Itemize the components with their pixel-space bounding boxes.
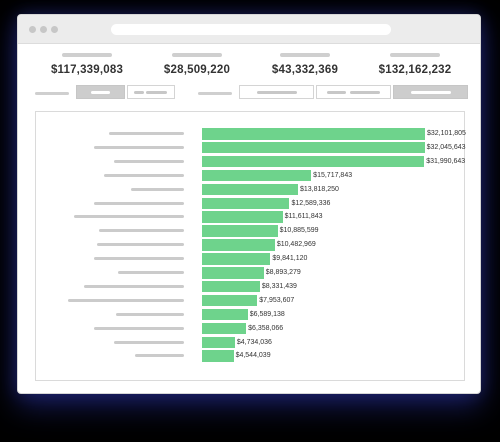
- segment-button-1[interactable]: [76, 85, 125, 99]
- stat-card-3: $43,332,369: [247, 53, 363, 76]
- chart-bar[interactable]: [202, 141, 425, 154]
- stat-title-placeholder: [280, 53, 330, 57]
- category-label-placeholder: [131, 187, 184, 191]
- minimize-window-icon[interactable]: [40, 26, 47, 33]
- segment-label-placeholder: [146, 91, 167, 94]
- stat-card-1: $117,339,083: [29, 53, 145, 76]
- bar-value-label: $6,358,066: [248, 324, 284, 332]
- chart-bar[interactable]: [202, 197, 290, 209]
- app-window: $117,339,083 $28,509,220 $43,332,369 $13…: [17, 14, 481, 394]
- segment-button-4[interactable]: [316, 85, 391, 99]
- category-label-placeholder: [118, 271, 184, 274]
- category-label-placeholder: [114, 159, 184, 163]
- segment-label-placeholder: [327, 91, 346, 94]
- bar-value-label: $8,331,439: [261, 282, 297, 290]
- bar-value-label: $7,953,607: [259, 296, 295, 304]
- chart-bar[interactable]: [202, 280, 260, 293]
- chart-bar[interactable]: [202, 128, 425, 140]
- segment-button-3[interactable]: [239, 85, 314, 99]
- chart-bar[interactable]: [202, 308, 248, 321]
- bar-value-label: $9,841,120: [272, 255, 308, 263]
- stat-card-2: $28,509,220: [139, 53, 255, 76]
- chart-bar[interactable]: [202, 183, 298, 196]
- category-label-placeholder: [99, 229, 184, 233]
- stat-title-placeholder: [62, 53, 112, 57]
- bar-value-label: $8,893,279: [265, 269, 301, 276]
- chart-bar[interactable]: [202, 336, 235, 348]
- stat-value: $28,509,220: [163, 64, 231, 76]
- stat-title-placeholder: [390, 53, 440, 57]
- bar-value-label: $12,589,336: [291, 199, 331, 207]
- segment-label-placeholder: [350, 91, 380, 94]
- segment-label-placeholder: [257, 91, 297, 94]
- bar-value-label: $4,734,036: [236, 338, 272, 346]
- filter-label-placeholder: [198, 92, 232, 95]
- chart-bar[interactable]: [202, 169, 312, 182]
- segment-label-placeholder: [134, 91, 144, 94]
- stat-value: $132,162,232: [378, 64, 452, 76]
- stat-value: $43,332,369: [271, 64, 339, 76]
- category-label-placeholder: [94, 326, 184, 330]
- segment-label-placeholder: [91, 91, 110, 94]
- chart-bar[interactable]: [202, 211, 283, 223]
- chart-bar[interactable]: [202, 294, 258, 307]
- filter-label-placeholder: [35, 92, 69, 95]
- category-label-placeholder: [84, 284, 184, 288]
- chart-bar[interactable]: [202, 322, 247, 335]
- category-label-placeholder: [68, 298, 184, 302]
- bar-value-label: $10,885,599: [279, 227, 319, 235]
- title-bar: [18, 15, 480, 44]
- category-label-placeholder: [94, 145, 184, 149]
- close-window-icon[interactable]: [29, 26, 36, 33]
- bar-value-label: $11,611,843: [284, 213, 323, 221]
- chart-bar[interactable]: [202, 253, 271, 265]
- bar-value-label: $13,818,250: [299, 185, 339, 193]
- bar-value-label: $4,544,039: [235, 352, 271, 360]
- bar-value-label: $32,101,805: [427, 130, 466, 137]
- category-label-placeholder: [94, 201, 184, 205]
- category-label-placeholder: [135, 354, 184, 358]
- category-label-placeholder: [97, 243, 184, 247]
- segment-button-5[interactable]: [393, 85, 468, 99]
- bar-value-label: $15,717,843: [313, 171, 353, 179]
- maximize-window-icon[interactable]: [51, 26, 58, 33]
- chart-bar[interactable]: [202, 155, 425, 168]
- bar-value-label: $6,589,138: [249, 310, 285, 318]
- category-label-placeholder: [114, 340, 184, 344]
- bar-value-label: $31,990,643: [426, 157, 466, 165]
- category-label-placeholder: [74, 215, 184, 219]
- segment-label-placeholder: [411, 91, 451, 94]
- chart-bar[interactable]: [202, 350, 234, 362]
- chart-bar[interactable]: [202, 239, 275, 251]
- stat-card-4: $132,162,232: [357, 53, 473, 76]
- bar-value-label: $32,045,643: [426, 143, 466, 151]
- segment-button-2[interactable]: [127, 85, 175, 99]
- address-bar[interactable]: [111, 24, 391, 35]
- bar-value-label: $10,482,969: [276, 241, 316, 249]
- bar-chart-panel: $32,101,805 $32,045,643 $31,990,643 $15,717…: [35, 111, 466, 381]
- category-label-placeholder: [104, 173, 184, 177]
- chart-bar[interactable]: [202, 225, 278, 237]
- category-label-placeholder: [94, 257, 184, 261]
- category-label-placeholder: [116, 312, 184, 316]
- category-label-placeholder: [109, 132, 184, 135]
- stat-value: $117,339,083: [50, 64, 124, 76]
- stat-title-placeholder: [172, 53, 222, 57]
- chart-bar[interactable]: [202, 267, 264, 279]
